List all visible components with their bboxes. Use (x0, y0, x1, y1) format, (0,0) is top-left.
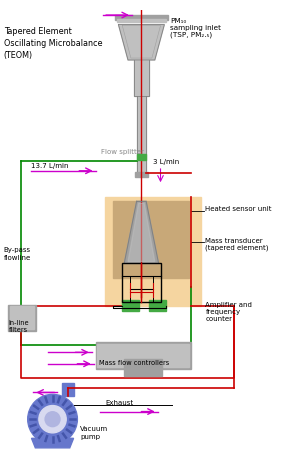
Text: Tapered Element
Oscillating Microbalance
(TEOM): Tapered Element Oscillating Microbalance… (4, 28, 102, 60)
Text: Mass flow controllers: Mass flow controllers (99, 360, 170, 366)
Text: 13.7 L/min: 13.7 L/min (31, 163, 68, 169)
Text: Amplifier and
frequency
counter: Amplifier and frequency counter (205, 301, 252, 322)
Bar (62, 383, 74, 396)
Bar (8, 305, 36, 331)
Bar (137, 154, 146, 160)
Polygon shape (124, 201, 158, 264)
Polygon shape (118, 24, 164, 60)
Text: By-pass
flowline: By-pass flowline (4, 247, 31, 261)
Text: Heated sensor unit: Heated sensor unit (205, 206, 272, 212)
Text: Flow splitter: Flow splitter (101, 149, 144, 155)
Circle shape (39, 406, 66, 433)
Bar (149, 300, 166, 311)
Polygon shape (32, 438, 74, 448)
Bar (137, 96, 146, 173)
Bar (10, 307, 34, 330)
Bar (122, 300, 139, 311)
Bar (95, 342, 191, 368)
Bar (116, 19, 166, 22)
Bar (122, 264, 160, 301)
Bar (135, 172, 148, 177)
Circle shape (45, 412, 60, 426)
Bar (105, 196, 201, 307)
Bar (115, 15, 168, 20)
Text: PM₁₀
sampling inlet
(TSP, PM₂.₅): PM₁₀ sampling inlet (TSP, PM₂.₅) (170, 18, 221, 38)
Text: Mass transducer
(tapered element): Mass transducer (tapered element) (205, 238, 269, 251)
Circle shape (28, 394, 77, 444)
Text: Vacuum
pump: Vacuum pump (80, 426, 108, 440)
Text: 3 L/min: 3 L/min (153, 160, 179, 165)
Bar (134, 60, 149, 96)
Bar (124, 359, 162, 376)
Bar (113, 201, 189, 278)
Polygon shape (128, 203, 155, 261)
Bar (97, 344, 189, 366)
Text: Exhaust: Exhaust (105, 400, 133, 406)
Text: In-line
filters: In-line filters (9, 320, 29, 333)
